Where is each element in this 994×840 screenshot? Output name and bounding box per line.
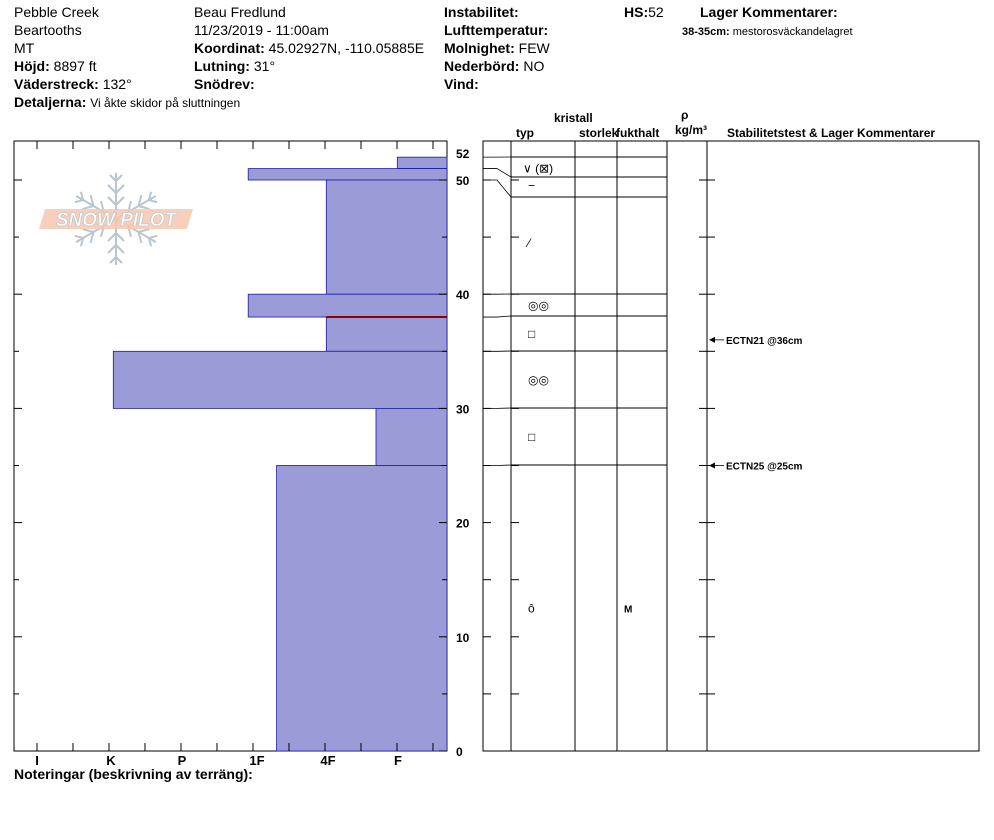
stability-arrow-head	[709, 336, 715, 343]
layer-comments-title: Lager Kommentarer:	[700, 4, 838, 20]
wind-loading: Snödrev:	[194, 76, 255, 92]
layer-connector	[483, 315, 512, 318]
hardness-label-F: F	[394, 753, 402, 768]
air-temperature: Lufttemperatur:	[444, 22, 549, 38]
grain-symbol-1: −	[528, 179, 535, 193]
snow-height: HS:52	[624, 4, 664, 20]
hardness-label-P: P	[178, 753, 187, 768]
details: Detaljerna: Vi åkte skidor på sluttninge…	[14, 94, 241, 110]
wind: Vind:	[444, 76, 479, 92]
col-stability: Stabilitetstest & Lager Kommentarer	[727, 126, 936, 140]
elevation: Höjd: 8897 ft	[14, 58, 97, 74]
hardness-bar-2	[325, 179, 448, 295]
depth-label-0: 0	[456, 745, 463, 759]
col-density-unit: kg/m³	[675, 123, 708, 137]
location: Pebble Creek	[14, 4, 99, 20]
grain-symbol-7: ȏ	[528, 601, 535, 615]
depth-label-10: 10	[456, 631, 470, 645]
grain-symbol-0: ∨ (⊠)	[523, 162, 553, 176]
layer-connector	[483, 168, 512, 178]
observer: Beau Fredlund	[194, 4, 286, 20]
col-storlek: storlek	[579, 126, 619, 140]
hardness-bar-4	[325, 316, 448, 352]
stability-test-label-0: ECTN21 @36cm	[726, 336, 803, 347]
layer-connector	[483, 179, 512, 198]
sky-cover: Molnighet: FEW	[444, 40, 550, 56]
slope-angle: Lutning: 31°	[194, 58, 276, 74]
grain-symbol-5: ◎◎	[528, 373, 549, 387]
grain-symbol-6: □	[528, 430, 535, 444]
moisture-value-0: M	[624, 604, 632, 615]
snowflake-logo	[71, 173, 161, 266]
hardness-label-1F: 1F	[249, 753, 264, 768]
hardness-bar-3	[247, 293, 448, 318]
hardness-label-K: K	[106, 753, 116, 768]
terrain-notes-label: Noteringar (beskrivning av terräng):	[14, 766, 253, 782]
precipitation: Nederbörd: NO	[444, 58, 545, 74]
layer-comment: 38-35cm: mestorosväckandelagret	[682, 26, 853, 38]
hardness-bar-0	[396, 156, 448, 169]
hardness-label-4F: 4F	[320, 753, 335, 768]
grain-table	[482, 140, 980, 752]
mountain-range: Beartooths	[14, 22, 82, 38]
snowpilot-logo-banner: SNOW PILOT	[39, 209, 193, 231]
hardness-bar-6	[375, 407, 448, 466]
depth-label-50: 50	[456, 174, 470, 188]
aspect: Väderstreck: 132°	[14, 76, 132, 92]
grain-symbol-2: ⁄	[525, 236, 532, 250]
hardness-bar-1	[247, 168, 448, 181]
state: MT	[14, 40, 35, 56]
stability-test-label-1: ECTN25 @25cm	[726, 462, 803, 473]
col-kristall: kristall	[554, 111, 593, 125]
col-rho: ρ	[681, 108, 689, 122]
depth-label-30: 30	[456, 402, 470, 416]
coordinates: Koordinat: 45.02927N, -110.05885E	[194, 40, 425, 56]
snowpilot-logo-text: SNOW PILOT	[56, 210, 178, 231]
instability: Instabilitet:	[444, 4, 519, 20]
col-fukthalt: fukthalt	[616, 126, 660, 140]
hardness-label-I: I	[35, 753, 39, 768]
depth-label-40: 40	[456, 288, 470, 302]
grain-symbol-3: ◎◎	[528, 299, 549, 313]
datetime: 11/23/2019 - 11:00am	[194, 22, 329, 38]
depth-label-52: 52	[456, 147, 470, 161]
depth-label-20: 20	[456, 517, 470, 531]
col-typ: typ	[516, 126, 534, 140]
stability-arrow-head	[709, 462, 715, 469]
grain-symbol-4: □	[528, 327, 535, 341]
hardness-bar-5	[112, 350, 448, 409]
hardness-bar-7	[276, 465, 448, 752]
